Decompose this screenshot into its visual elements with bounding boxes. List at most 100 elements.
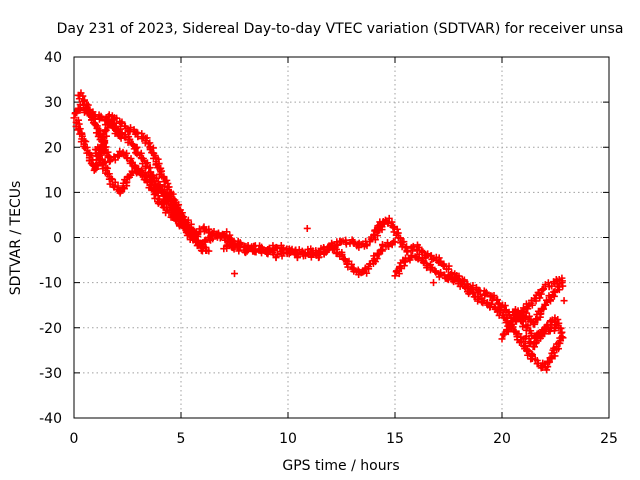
data-point [551, 352, 559, 360]
x-tick-label: 15 [386, 431, 404, 447]
x-axis-title: GPS time / hours [282, 458, 399, 474]
data-point [344, 263, 352, 271]
data-point [95, 131, 103, 139]
data-point [139, 155, 147, 163]
data-point [483, 299, 491, 307]
data-point [126, 136, 134, 144]
data-point [104, 170, 112, 178]
data-point [371, 236, 379, 244]
data-point [431, 267, 439, 275]
data-point [394, 234, 402, 242]
data-point [205, 247, 213, 255]
data-point [395, 270, 403, 278]
data-point [538, 306, 546, 314]
data-point [558, 328, 566, 336]
data-point [89, 119, 97, 127]
data-point [519, 304, 527, 312]
data-point [84, 107, 92, 115]
data-point [102, 149, 110, 157]
y-tick-label: 30 [44, 95, 62, 111]
data-point [71, 110, 79, 118]
data-point [154, 192, 162, 200]
data-point [499, 331, 507, 339]
data-point [529, 342, 537, 350]
data-point [315, 254, 323, 262]
data-point [166, 189, 174, 197]
x-tick-label: 5 [177, 431, 186, 447]
data-point [396, 263, 404, 271]
x-tick-label: 0 [70, 431, 79, 447]
y-tick-label: -10 [39, 276, 62, 292]
data-point [437, 270, 445, 278]
data-point [482, 288, 490, 296]
data-point [406, 256, 414, 264]
data-point [542, 301, 550, 309]
axis-ticks: 0 5 10 15 20 25 -40 -30 -20 -10 0 10 20 30 40 [39, 50, 618, 447]
data-point [148, 185, 156, 193]
data-point [349, 264, 357, 272]
data-point [116, 189, 124, 197]
data-point [363, 269, 371, 277]
data-point [127, 171, 135, 179]
data-point [235, 247, 243, 255]
data-point [508, 320, 516, 328]
data-point [154, 155, 162, 163]
chart-title: Day 231 of 2023, Sidereal Day-to-day VTE… [57, 21, 624, 37]
data-point [363, 242, 371, 250]
data-point [366, 238, 374, 246]
data-point [338, 251, 346, 259]
data-point [474, 297, 482, 305]
data-point [171, 196, 179, 204]
data-point [94, 152, 102, 160]
data-point [401, 257, 409, 265]
data-point [201, 238, 209, 246]
data-point [371, 227, 379, 235]
y-tick-label: 0 [53, 231, 62, 247]
data-point [342, 238, 350, 246]
data-point [81, 96, 89, 104]
data-point [143, 159, 151, 167]
data-point [493, 296, 501, 304]
data-point [463, 280, 471, 288]
data-point [107, 175, 115, 183]
data-point [553, 343, 561, 351]
data-point [153, 174, 161, 182]
data-point [552, 324, 559, 332]
data-point [158, 187, 166, 195]
data-point [546, 354, 554, 362]
data-point [418, 247, 426, 255]
data-point [559, 334, 567, 342]
data-point [158, 172, 166, 180]
data-point [340, 255, 348, 263]
data-point [231, 270, 238, 278]
data-point [106, 157, 114, 165]
data-point [554, 319, 562, 327]
data-point [188, 229, 196, 237]
data-point [526, 327, 534, 335]
data-point [87, 159, 95, 167]
data-point [279, 244, 287, 252]
data-point [290, 248, 298, 256]
data-point [376, 221, 384, 229]
data-point [90, 166, 98, 174]
data-point [539, 285, 547, 293]
data-point [293, 254, 301, 262]
y-tick-label: 40 [44, 50, 62, 66]
data-point [272, 254, 280, 262]
x-tick-label: 10 [279, 431, 297, 447]
data-point [332, 249, 340, 257]
data-point [102, 167, 110, 175]
data-point [157, 168, 165, 176]
data-point [490, 303, 498, 311]
data-point [89, 111, 97, 119]
data-point [222, 232, 230, 240]
data-point [114, 152, 122, 160]
data-point [439, 261, 447, 269]
data-point [498, 335, 506, 343]
data-point [428, 263, 436, 271]
y-axis-title: SDTVAR / TECUs [8, 181, 24, 296]
data-point [407, 252, 415, 260]
data-point [559, 282, 567, 290]
data-point [374, 251, 382, 259]
